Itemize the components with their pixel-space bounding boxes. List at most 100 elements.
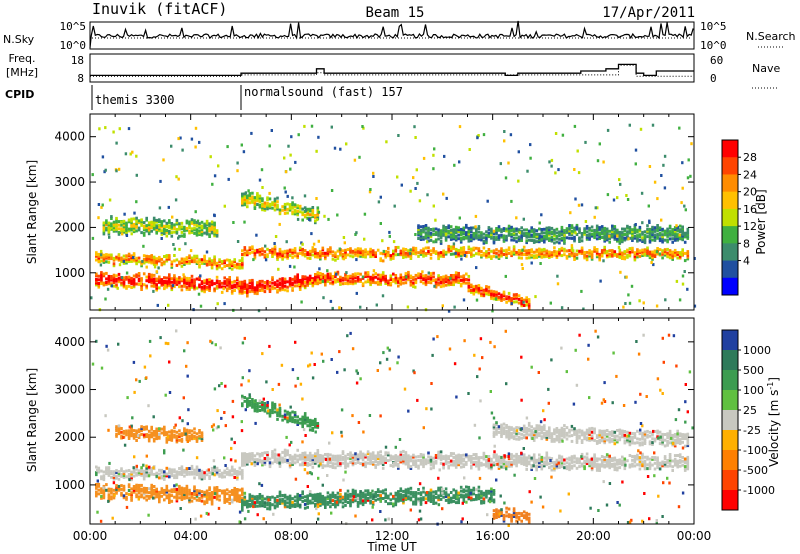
range-cell: [485, 290, 488, 294]
range-cell: [100, 491, 103, 495]
range-cell: [140, 466, 143, 470]
range-cell: [308, 278, 312, 282]
range-cell: [397, 490, 400, 494]
range-cell: [624, 302, 627, 305]
range-cell: [188, 261, 191, 265]
range-cell: [366, 278, 370, 282]
range-cell: [452, 488, 455, 492]
range-cell: [122, 227, 126, 231]
range-cell: [331, 282, 335, 286]
range-cell: [190, 258, 194, 262]
range-cell: [102, 283, 106, 287]
range-cell: [268, 505, 272, 509]
range-cell: [618, 254, 622, 258]
range-cell: [495, 248, 498, 252]
range-cell: [492, 463, 496, 467]
range-cell: [218, 498, 221, 502]
range-cell: [247, 189, 250, 193]
range-cell: [185, 282, 189, 286]
range-cell: [230, 465, 234, 469]
range-cell: [525, 232, 528, 235]
range-cell: [193, 228, 196, 232]
freq-trace: [90, 63, 694, 77]
colorbar-swatch: [722, 157, 738, 175]
range-cell: [454, 229, 458, 233]
range-cell: [686, 250, 690, 254]
range-cell: [532, 256, 536, 260]
range-cell: [404, 255, 408, 259]
range-cell: [243, 197, 247, 201]
range-cell: [241, 198, 244, 202]
range-cell: [570, 231, 574, 235]
range-cell: [482, 246, 486, 250]
range-cell: [194, 145, 197, 149]
range-cell: [291, 212, 294, 216]
range-cell: [412, 455, 415, 459]
range-cell: [437, 496, 440, 500]
range-cell: [412, 500, 415, 504]
range-cell: [399, 495, 403, 498]
range-cell: [110, 475, 113, 479]
range-cell: [472, 456, 476, 460]
range-cell: [404, 462, 408, 466]
range-cell: [326, 495, 330, 499]
range-cell: [472, 226, 476, 230]
range-cell: [359, 454, 362, 458]
range-cell: [417, 251, 420, 255]
range-cell: [241, 264, 244, 268]
range-cell: [515, 462, 518, 466]
range-cell: [427, 461, 430, 465]
range-cell: [205, 497, 209, 501]
range-cell: [308, 499, 312, 503]
range-cell: [462, 465, 466, 469]
range-cell: [500, 252, 503, 256]
range-cell: [256, 460, 259, 463]
range-cell: [240, 143, 243, 147]
range-cell: [324, 498, 327, 502]
range-cell: [477, 463, 481, 467]
range-cell: [122, 278, 126, 282]
range-cell: [497, 466, 501, 470]
range-cell: [492, 290, 496, 294]
range-cell: [303, 249, 307, 253]
range-cell: [198, 278, 201, 281]
range-cell: [127, 227, 131, 231]
range-cell: [180, 284, 184, 288]
range-cell: [344, 464, 347, 468]
range-cell: [173, 279, 176, 283]
range-cell: [178, 488, 181, 492]
range-cell: [485, 230, 488, 234]
range-cell: [505, 248, 508, 252]
freq-panel: Freq. [MHz] 18 8 60 0 Nave: [6, 52, 780, 89]
range-cell: [175, 487, 179, 491]
range-cell: [288, 502, 292, 506]
range-cell: [600, 225, 604, 229]
range-cell: [527, 252, 531, 256]
range-cell: [346, 278, 350, 282]
range-cell: [145, 284, 148, 288]
range-cell: [278, 492, 282, 496]
range-cell: [110, 253, 113, 257]
range-cell: [487, 289, 491, 293]
range-cell: [319, 500, 322, 504]
range-cell: [628, 123, 631, 127]
range-cell: [590, 225, 594, 229]
range-cell: [273, 250, 277, 254]
range-cell: [500, 247, 503, 251]
range-cell: [317, 239, 320, 243]
range-cell: [555, 231, 559, 235]
range-cell: [452, 242, 456, 246]
echo-band-1: [95, 482, 244, 506]
range-cell: [197, 292, 201, 296]
range-cell: [251, 191, 254, 195]
range-cell: [389, 276, 393, 280]
range-cell: [228, 279, 231, 283]
range-cell: [308, 276, 312, 280]
range-cell: [379, 461, 382, 465]
range-cell: [429, 500, 433, 503]
range-cell: [210, 500, 214, 504]
range-cell: [457, 275, 460, 279]
range-cell: [107, 225, 111, 229]
range-cell: [233, 265, 236, 269]
range-cell: [447, 501, 450, 505]
